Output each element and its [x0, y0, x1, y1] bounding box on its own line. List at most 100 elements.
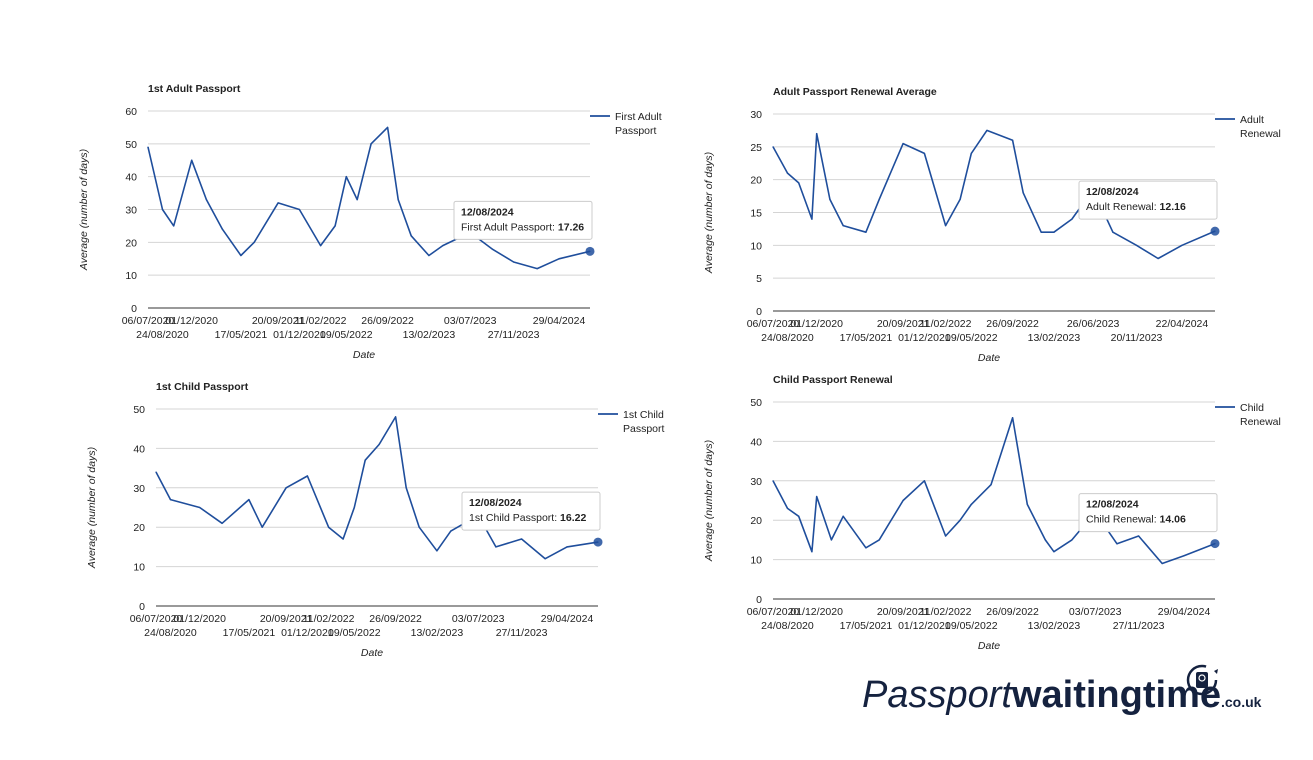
- x-tick-label: 26/09/2022: [361, 315, 414, 327]
- data-point: [544, 558, 546, 560]
- data-point: [205, 199, 208, 201]
- chart-panel-adult-renewal: Adult Passport Renewal Average 0 5 10 15 20 25…: [695, 78, 1295, 378]
- chart-panel-first-adult: 1st Adult Passport 0 10 20 30 40 50 60 06/07/202…: [70, 75, 670, 375]
- data-point: [945, 535, 947, 537]
- data-point: [405, 487, 407, 489]
- legend: 1st Child Passport: [598, 409, 665, 435]
- legend-label-line: First Adult: [615, 111, 662, 123]
- x-tick-label: 17/05/2021: [840, 620, 893, 632]
- x-tick-label: 09/05/2022: [328, 627, 381, 639]
- y-tick-label: 10: [133, 562, 145, 574]
- x-tick-label: 29/04/2024: [533, 315, 586, 327]
- data-point: [829, 198, 831, 200]
- y-tick-label: 50: [133, 404, 145, 416]
- y-tick-label: 30: [133, 483, 145, 495]
- tooltip-value: 17.26: [558, 221, 584, 233]
- legend-label-line: 1st Child: [623, 409, 664, 421]
- y-tick-label: 0: [756, 306, 762, 318]
- y-tick-label: 20: [750, 515, 762, 527]
- y-tick-label: 10: [750, 555, 762, 567]
- data-point: [328, 526, 330, 528]
- chart-child-renewal: Child Passport Renewal 0 10 20 30 40 50 06/07/2…: [703, 374, 1281, 652]
- data-point: [199, 506, 201, 509]
- data-point: [830, 539, 833, 541]
- legend: Adult Renewal: [1215, 114, 1281, 140]
- x-axis-title: Date: [353, 349, 375, 361]
- data-point: [558, 258, 560, 260]
- tooltip: 12/08/2024 Child Renewal: 14.06: [1078, 493, 1218, 533]
- x-axis-title: Date: [978, 640, 1000, 652]
- x-tick-label: 01/12/2020: [173, 613, 226, 625]
- data-point: [298, 208, 300, 211]
- data-point: [364, 459, 366, 461]
- x-tick-label: 01/12/2020: [165, 315, 218, 327]
- chart-title: 1st Adult Passport: [148, 83, 241, 95]
- data-point: [959, 198, 961, 200]
- y-axis-title: Average (number of days): [86, 447, 98, 569]
- data-point: [1161, 562, 1163, 565]
- x-tick-label: 17/05/2021: [840, 332, 893, 344]
- highlight-point: [1210, 226, 1220, 236]
- legend-label-line: Child: [1240, 402, 1264, 414]
- y-tick-label: 20: [133, 522, 145, 534]
- tooltip-date: 12/08/2024: [461, 206, 514, 218]
- data-point: [191, 159, 193, 161]
- chart-first-adult: 1st Adult Passport 0 10 20 30 40 50 60 06/07/202…: [78, 83, 662, 361]
- data-point: [450, 530, 452, 532]
- data-point: [248, 499, 250, 501]
- legend-label-line: Passport: [615, 125, 657, 137]
- y-tick-label: 0: [139, 601, 145, 613]
- tooltip-text: First Adult Passport: 17.26: [461, 221, 584, 233]
- legend: First Adult Passport: [590, 111, 662, 137]
- chart-panel-child-renewal: Child Passport Renewal 0 10 20 30 40 50 06/07/2…: [695, 366, 1295, 666]
- logo-part-waitingtime: waitingtime: [1011, 674, 1221, 716]
- data-point: [495, 546, 497, 548]
- x-tick-label: 27/11/2023: [1113, 620, 1165, 632]
- data-point: [1112, 231, 1114, 233]
- data-point: [811, 218, 813, 220]
- data-point: [816, 495, 818, 498]
- x-tick-label: 09/05/2022: [945, 620, 998, 632]
- data-point: [1071, 218, 1073, 220]
- x-tick-label: 06/07/2020: [122, 315, 175, 327]
- x-tick-label: 17/05/2021: [215, 329, 268, 341]
- tooltip-text: Child Renewal: 14.06: [1086, 514, 1186, 526]
- data-point: [428, 254, 430, 257]
- x-axis-title: Date: [978, 352, 1000, 364]
- tooltip: 12/08/2024 Adult Renewal: 12.16: [1078, 180, 1218, 220]
- tooltip-date: 12/08/2024: [469, 497, 522, 509]
- legend-label-line: Renewal: [1240, 416, 1281, 428]
- highlight-point: [585, 246, 595, 256]
- x-tick-label: 01/12/2020: [790, 606, 843, 618]
- x-tick-label: 17/05/2021: [223, 627, 276, 639]
- data-point: [334, 225, 336, 227]
- data-point: [1044, 539, 1046, 541]
- x-tick-label: 26/09/2022: [369, 613, 422, 625]
- x-tick-label: 11/02/2022: [920, 318, 972, 330]
- legend-label-line: Adult: [1240, 114, 1264, 126]
- chart-adult-renewal: Adult Passport Renewal Average 0 5 10 15 20 25…: [703, 86, 1281, 364]
- x-tick-label: 06/07/2020: [747, 606, 800, 618]
- data-point: [394, 416, 397, 418]
- x-tick-label: 20/09/2021: [252, 315, 305, 327]
- data-point: [865, 547, 867, 549]
- data-point: [161, 208, 164, 211]
- data-point: [520, 538, 523, 540]
- tooltip-box: [453, 200, 593, 240]
- chart-first-child: 1st Child Passport0102030405006/07/20200…: [86, 381, 665, 659]
- x-tick-label: 20/09/2021: [260, 613, 313, 625]
- tooltip-text: Adult Renewal: 12.16: [1086, 201, 1186, 213]
- data-point: [1183, 555, 1185, 557]
- data-point: [221, 228, 223, 230]
- data-point: [491, 248, 493, 250]
- y-tick-label: 30: [750, 476, 762, 488]
- legend-label-line: Passport: [623, 423, 665, 435]
- data-point: [436, 550, 438, 552]
- data-point: [277, 202, 279, 204]
- legend-label: First Adult Passport: [615, 111, 662, 137]
- tooltip-label: Adult Renewal:: [1086, 201, 1160, 213]
- data-point: [865, 231, 867, 233]
- legend-label: Child Renewal: [1240, 402, 1281, 428]
- data-point: [1011, 139, 1014, 141]
- passport-clock-icon: [1186, 664, 1218, 696]
